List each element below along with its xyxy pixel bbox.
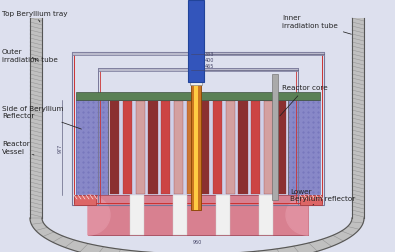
Bar xyxy=(110,101,119,194)
Bar xyxy=(100,70,296,203)
Bar xyxy=(76,100,320,195)
Bar xyxy=(226,101,235,194)
Bar xyxy=(277,101,286,194)
Bar xyxy=(251,101,260,194)
Polygon shape xyxy=(30,218,364,252)
Bar xyxy=(74,54,322,203)
Bar xyxy=(259,195,273,235)
Bar xyxy=(213,101,222,194)
Bar xyxy=(264,101,273,194)
Bar xyxy=(188,0,204,82)
Bar xyxy=(72,52,324,205)
Bar xyxy=(190,79,202,85)
Bar xyxy=(288,100,320,195)
Bar xyxy=(352,18,364,218)
Bar xyxy=(30,18,42,218)
Polygon shape xyxy=(286,195,308,235)
Bar xyxy=(161,101,171,194)
Bar xyxy=(173,195,187,235)
Text: Reactor core: Reactor core xyxy=(280,85,328,116)
Bar xyxy=(191,82,201,210)
Text: 400: 400 xyxy=(205,57,214,62)
Bar xyxy=(239,101,248,194)
Text: 333: 333 xyxy=(205,51,214,56)
Bar xyxy=(123,101,132,194)
Bar xyxy=(76,92,320,100)
Bar xyxy=(272,74,278,200)
Bar xyxy=(76,100,108,195)
Text: 465: 465 xyxy=(205,64,214,69)
Bar xyxy=(187,101,196,194)
Bar xyxy=(88,195,308,235)
Bar xyxy=(108,100,288,195)
Text: Top Beryllium tray: Top Beryllium tray xyxy=(2,11,68,22)
Text: Inner
irradiation tube: Inner irradiation tube xyxy=(282,16,351,34)
Bar xyxy=(74,195,96,205)
Bar xyxy=(98,68,298,205)
Text: Side of Beryllium
Reflector: Side of Beryllium Reflector xyxy=(2,106,81,129)
Text: Lower
Berylium reflector: Lower Berylium reflector xyxy=(290,188,355,205)
Bar xyxy=(72,52,324,55)
Bar xyxy=(135,101,145,194)
Bar xyxy=(98,68,298,71)
Bar xyxy=(194,82,198,210)
Bar xyxy=(300,195,322,205)
Text: 977: 977 xyxy=(58,143,62,153)
Bar xyxy=(216,195,230,235)
Text: Outer
irradiation tube: Outer irradiation tube xyxy=(2,49,58,62)
Text: Reactor
Vessel: Reactor Vessel xyxy=(2,142,34,155)
Bar xyxy=(149,101,158,194)
Bar xyxy=(174,101,183,194)
Bar xyxy=(130,195,144,235)
Polygon shape xyxy=(88,195,110,235)
Text: 960: 960 xyxy=(192,240,201,245)
Bar xyxy=(200,101,209,194)
